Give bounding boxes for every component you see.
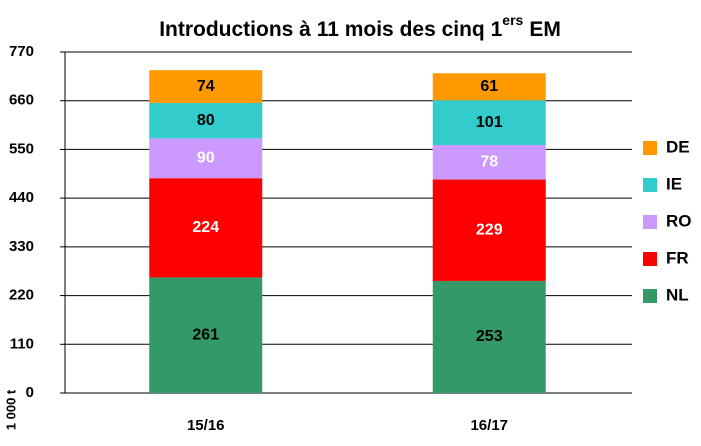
y-tick-label: 770	[9, 43, 34, 60]
y-tick-label: 330	[9, 238, 34, 255]
data-label: 229	[476, 221, 503, 238]
bar-segment	[149, 102, 263, 139]
x-tick-label: 16/17	[470, 417, 508, 434]
y-tick-label: 110	[10, 335, 34, 352]
y-tick-label: 550	[9, 140, 34, 157]
legend-swatch	[643, 289, 657, 303]
legend-swatch	[643, 215, 657, 229]
bar-segment	[432, 145, 546, 180]
legend-swatch	[643, 178, 657, 192]
y-tick-label: 440	[9, 189, 34, 206]
legend-label: RO	[666, 211, 692, 230]
bar-segment	[432, 100, 546, 145]
bar-segment	[149, 178, 263, 278]
legend-swatch	[643, 141, 657, 155]
data-label: 261	[192, 326, 219, 343]
data-label: 80	[197, 112, 215, 129]
data-label: 74	[197, 78, 215, 95]
chart-title: Introductions à 11 mois des cinq 1ers EM	[159, 12, 561, 41]
legend-label: NL	[666, 285, 689, 304]
title-suffix: EM	[529, 18, 561, 41]
bar-segment	[149, 277, 263, 393]
y-tick-label: 0	[26, 384, 34, 401]
bar-segment	[432, 179, 546, 281]
data-label: 78	[480, 153, 498, 170]
y-tick-label: 660	[9, 92, 34, 109]
legend-label: FR	[666, 248, 689, 267]
data-label: 90	[197, 150, 215, 167]
bar-segment	[432, 73, 546, 101]
legend-swatch	[643, 252, 657, 266]
data-label: 61	[480, 78, 498, 95]
x-tick-label: 15/16	[187, 417, 225, 434]
data-label: 224	[192, 219, 219, 236]
data-label: 101	[476, 114, 503, 131]
title-main: Introductions à 11 mois des cinq 1	[159, 18, 502, 41]
legend-label: IE	[666, 174, 682, 193]
title-superscript: ers	[502, 12, 523, 28]
y-axis-label: 1 000 t	[3, 389, 18, 430]
y-tick-label: 220	[9, 287, 34, 304]
bar-segment	[149, 70, 263, 103]
data-label: 253	[476, 328, 503, 345]
bar-segment	[149, 138, 263, 179]
bar-segment	[432, 280, 546, 393]
legend-label: DE	[666, 137, 690, 156]
